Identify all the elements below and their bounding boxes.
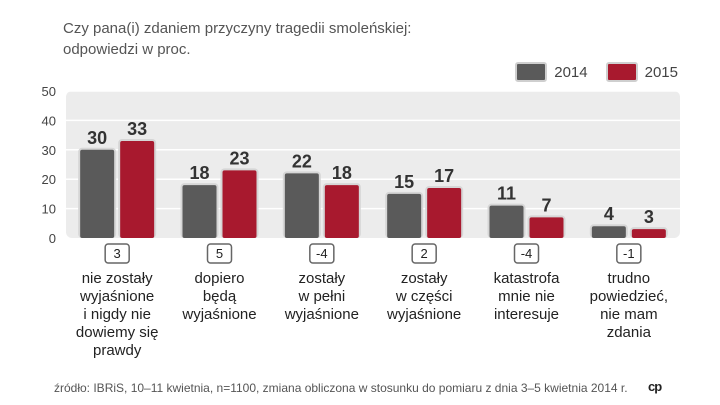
category-label: powiedzieć, <box>590 288 668 305</box>
category-label: będą <box>203 288 237 305</box>
category-label: nie mam <box>600 306 658 323</box>
bar-2015 <box>222 170 257 238</box>
data-label-2015: 17 <box>434 166 454 186</box>
y-tick-label: 50 <box>42 84 56 99</box>
category-label: w pełni <box>297 288 345 305</box>
y-tick-label: 20 <box>42 172 56 187</box>
legend-label-2014: 2014 <box>554 63 588 81</box>
bar-2015 <box>427 188 462 238</box>
change-box <box>309 243 335 264</box>
category-label: wyjaśnione <box>386 306 461 323</box>
change-box <box>104 243 130 264</box>
category-label: dowiemy się <box>76 324 159 341</box>
bar-2014 <box>182 185 217 238</box>
title-line-1: Czy pana(i) zdaniem przyczyny tragedii s… <box>63 20 412 37</box>
bar-2014 <box>284 173 319 238</box>
change-value: -4 <box>521 246 533 261</box>
data-label-2014: 22 <box>292 151 312 171</box>
change-value: 5 <box>216 246 223 261</box>
bar-2015 <box>324 185 359 238</box>
bar-2014 <box>489 205 524 238</box>
legend-swatch-2014 <box>515 62 548 82</box>
legend: 2014 2015 <box>505 62 678 82</box>
data-label-2014: 15 <box>394 172 414 192</box>
legend-swatch-2015 <box>605 62 638 82</box>
plot-area <box>66 91 680 238</box>
category-label: mnie nie <box>498 288 555 305</box>
data-label-2015: 18 <box>332 163 352 183</box>
bar-2015 <box>631 229 666 238</box>
bar-2014 <box>591 226 626 238</box>
category-label: prawdy <box>93 342 142 359</box>
category-label: zostały <box>298 270 345 287</box>
legend-item-2015: 2015 <box>605 62 678 82</box>
category-label: zdania <box>607 324 652 341</box>
bar-2015 <box>120 140 155 238</box>
bar-2015 <box>529 217 564 238</box>
change-value: -1 <box>623 246 635 261</box>
category-label: wyjaśnione <box>79 288 154 305</box>
bar-2014 <box>387 193 422 238</box>
data-label-2015: 23 <box>229 148 249 168</box>
change-value: 2 <box>421 246 428 261</box>
category-label: interesuje <box>494 306 559 323</box>
data-label-2015: 33 <box>127 119 147 139</box>
change-value: -4 <box>316 246 328 261</box>
cp-logo: cp <box>648 379 662 394</box>
change-box <box>616 243 642 264</box>
y-tick-label: 30 <box>42 143 56 158</box>
category-label: zostały <box>401 270 448 287</box>
legend-label-2015: 2015 <box>644 63 678 81</box>
category-label: nie zostały <box>82 270 153 287</box>
y-tick-label: 0 <box>49 231 56 246</box>
change-box <box>411 243 437 264</box>
data-label-2015: 3 <box>644 207 654 227</box>
data-label-2014: 18 <box>189 163 209 183</box>
change-value: 3 <box>114 246 121 261</box>
y-tick-label: 10 <box>42 202 56 217</box>
chart-title: Czy pana(i) zdaniem przyczyny tragedii s… <box>63 18 411 60</box>
legend-item-2014: 2014 <box>515 62 588 82</box>
category-label: wyjaśnione <box>181 306 256 323</box>
title-line-2: odpowiedzi w proc. <box>63 41 191 58</box>
source-note: źródło: IBRiS, 10–11 kwietnia, n=1100, z… <box>54 381 628 395</box>
category-label: i nigdy nie <box>83 306 151 323</box>
category-label: trudno <box>608 270 651 287</box>
category-label: katastrofa <box>494 270 561 287</box>
data-label-2014: 4 <box>604 204 614 224</box>
category-label: w części <box>395 288 453 305</box>
data-label-2015: 7 <box>541 195 551 215</box>
change-box <box>513 243 540 264</box>
data-label-2014: 11 <box>497 184 516 204</box>
change-box <box>206 243 233 264</box>
category-label: dopiero <box>194 270 244 287</box>
data-label-2014: 30 <box>87 128 107 148</box>
bar-2014 <box>80 149 115 238</box>
y-tick-label: 40 <box>42 113 56 128</box>
category-label: wyjaśnione <box>284 306 359 323</box>
